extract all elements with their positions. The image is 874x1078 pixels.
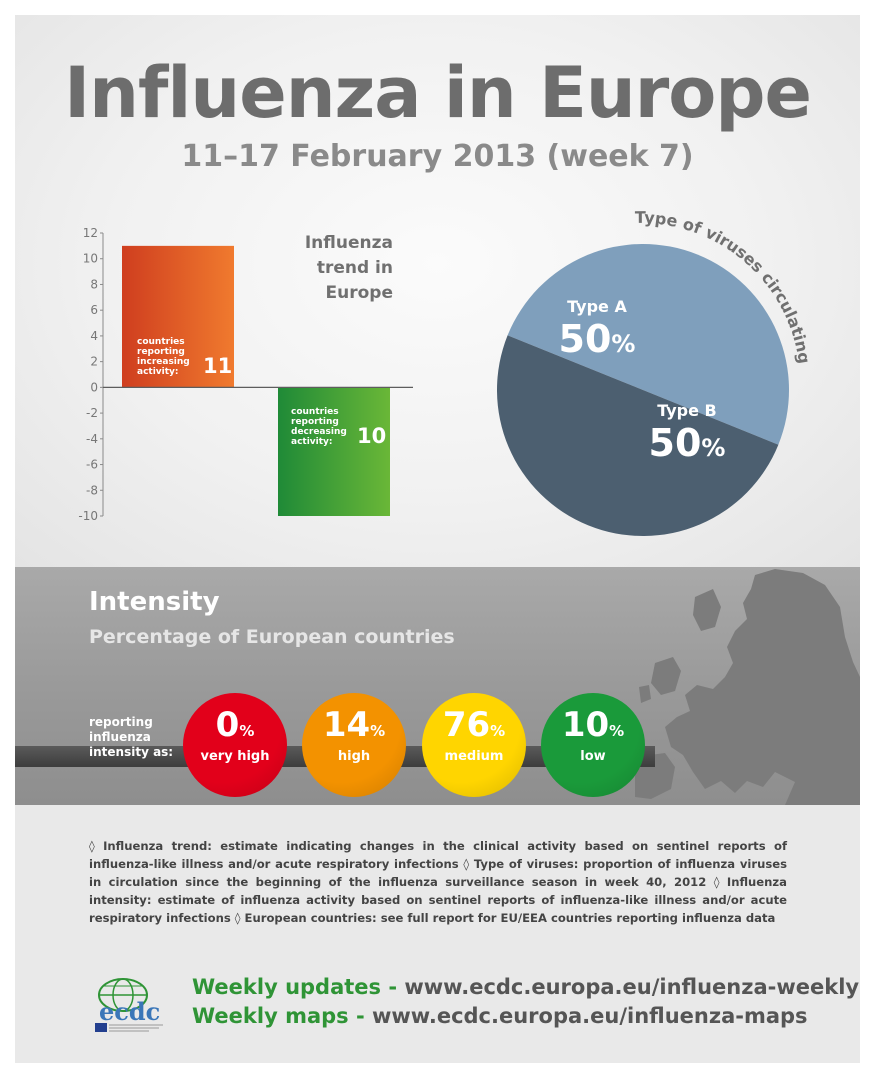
y-tick-label: 2	[90, 355, 98, 369]
intensity-low: 10% low	[541, 693, 645, 797]
infographic: Influenza in Europe 11–17 February 2013 …	[15, 15, 860, 1063]
y-tick-label: -4	[86, 432, 98, 446]
y-tick-label: 6	[90, 303, 98, 317]
intensity-title: Intensity	[89, 587, 220, 617]
y-tick-label: -10	[78, 509, 98, 523]
intensity-section: Intensity Percentage of European countri…	[15, 567, 860, 805]
weekly-maps-link[interactable]: Weekly maps - www.ecdc.europa.eu/influen…	[192, 1004, 808, 1028]
decreasing-bar-label: countries reporting decreasing activity:…	[291, 407, 387, 448]
y-tick-label: 4	[90, 329, 98, 343]
increasing-bar-label: countries reporting increasing activity:…	[137, 337, 233, 378]
footnotes: ◊ Influenza trend: estimate indicating c…	[89, 839, 787, 925]
y-tick-label: -8	[86, 483, 98, 497]
y-tick-label: 8	[90, 277, 98, 291]
bar-increasing	[122, 245, 234, 388]
trend-bar-chart: 12 10 8 6 4 2 0 -2 -4 -6 -8 -10	[78, 226, 413, 523]
pie-slice-type-a	[507, 243, 789, 445]
y-tick-label: 0	[90, 380, 98, 394]
y-tick-label: -6	[86, 458, 98, 472]
decreasing-count: 10	[357, 424, 387, 448]
increasing-count: 11	[203, 354, 233, 378]
page-title: Influenza in Europe	[64, 52, 812, 134]
virus-type-pie-chart	[497, 243, 789, 536]
y-tick-label: 12	[83, 226, 98, 240]
footer-links: Weekly updates - www.ecdc.europa.eu/infl…	[192, 973, 859, 1031]
weekly-updates-link[interactable]: Weekly updates - www.ecdc.europa.eu/infl…	[192, 975, 860, 999]
pie-slice-type-b	[497, 335, 779, 536]
logo-wordmark: ecdc	[99, 997, 161, 1026]
pie-label-type-b: Type B 50%	[648, 401, 726, 465]
intensity-medium: 76% medium	[422, 693, 526, 797]
intensity-very-high: 0% very high	[183, 693, 287, 797]
bar-decreasing	[278, 387, 390, 516]
intensity-subtitle: Percentage of European countries	[89, 626, 455, 648]
trend-title: Influenza trend in Europe	[304, 233, 393, 303]
europe-map-icon	[635, 569, 860, 805]
y-tick-label: 10	[83, 252, 98, 266]
ecdc-logo: ecdc	[93, 973, 173, 1037]
intensity-high: 14% high	[302, 693, 406, 797]
intensity-caption: reporting influenza intensity as:	[89, 715, 174, 759]
y-tick-label: -2	[86, 406, 98, 420]
pie-label-type-a: Type A 50%	[558, 297, 636, 361]
top-section: Influenza in Europe 11–17 February 2013 …	[15, 15, 860, 567]
globe-icon	[95, 978, 163, 1032]
page-subtitle: 11–17 February 2013 (week 7)	[181, 139, 694, 174]
